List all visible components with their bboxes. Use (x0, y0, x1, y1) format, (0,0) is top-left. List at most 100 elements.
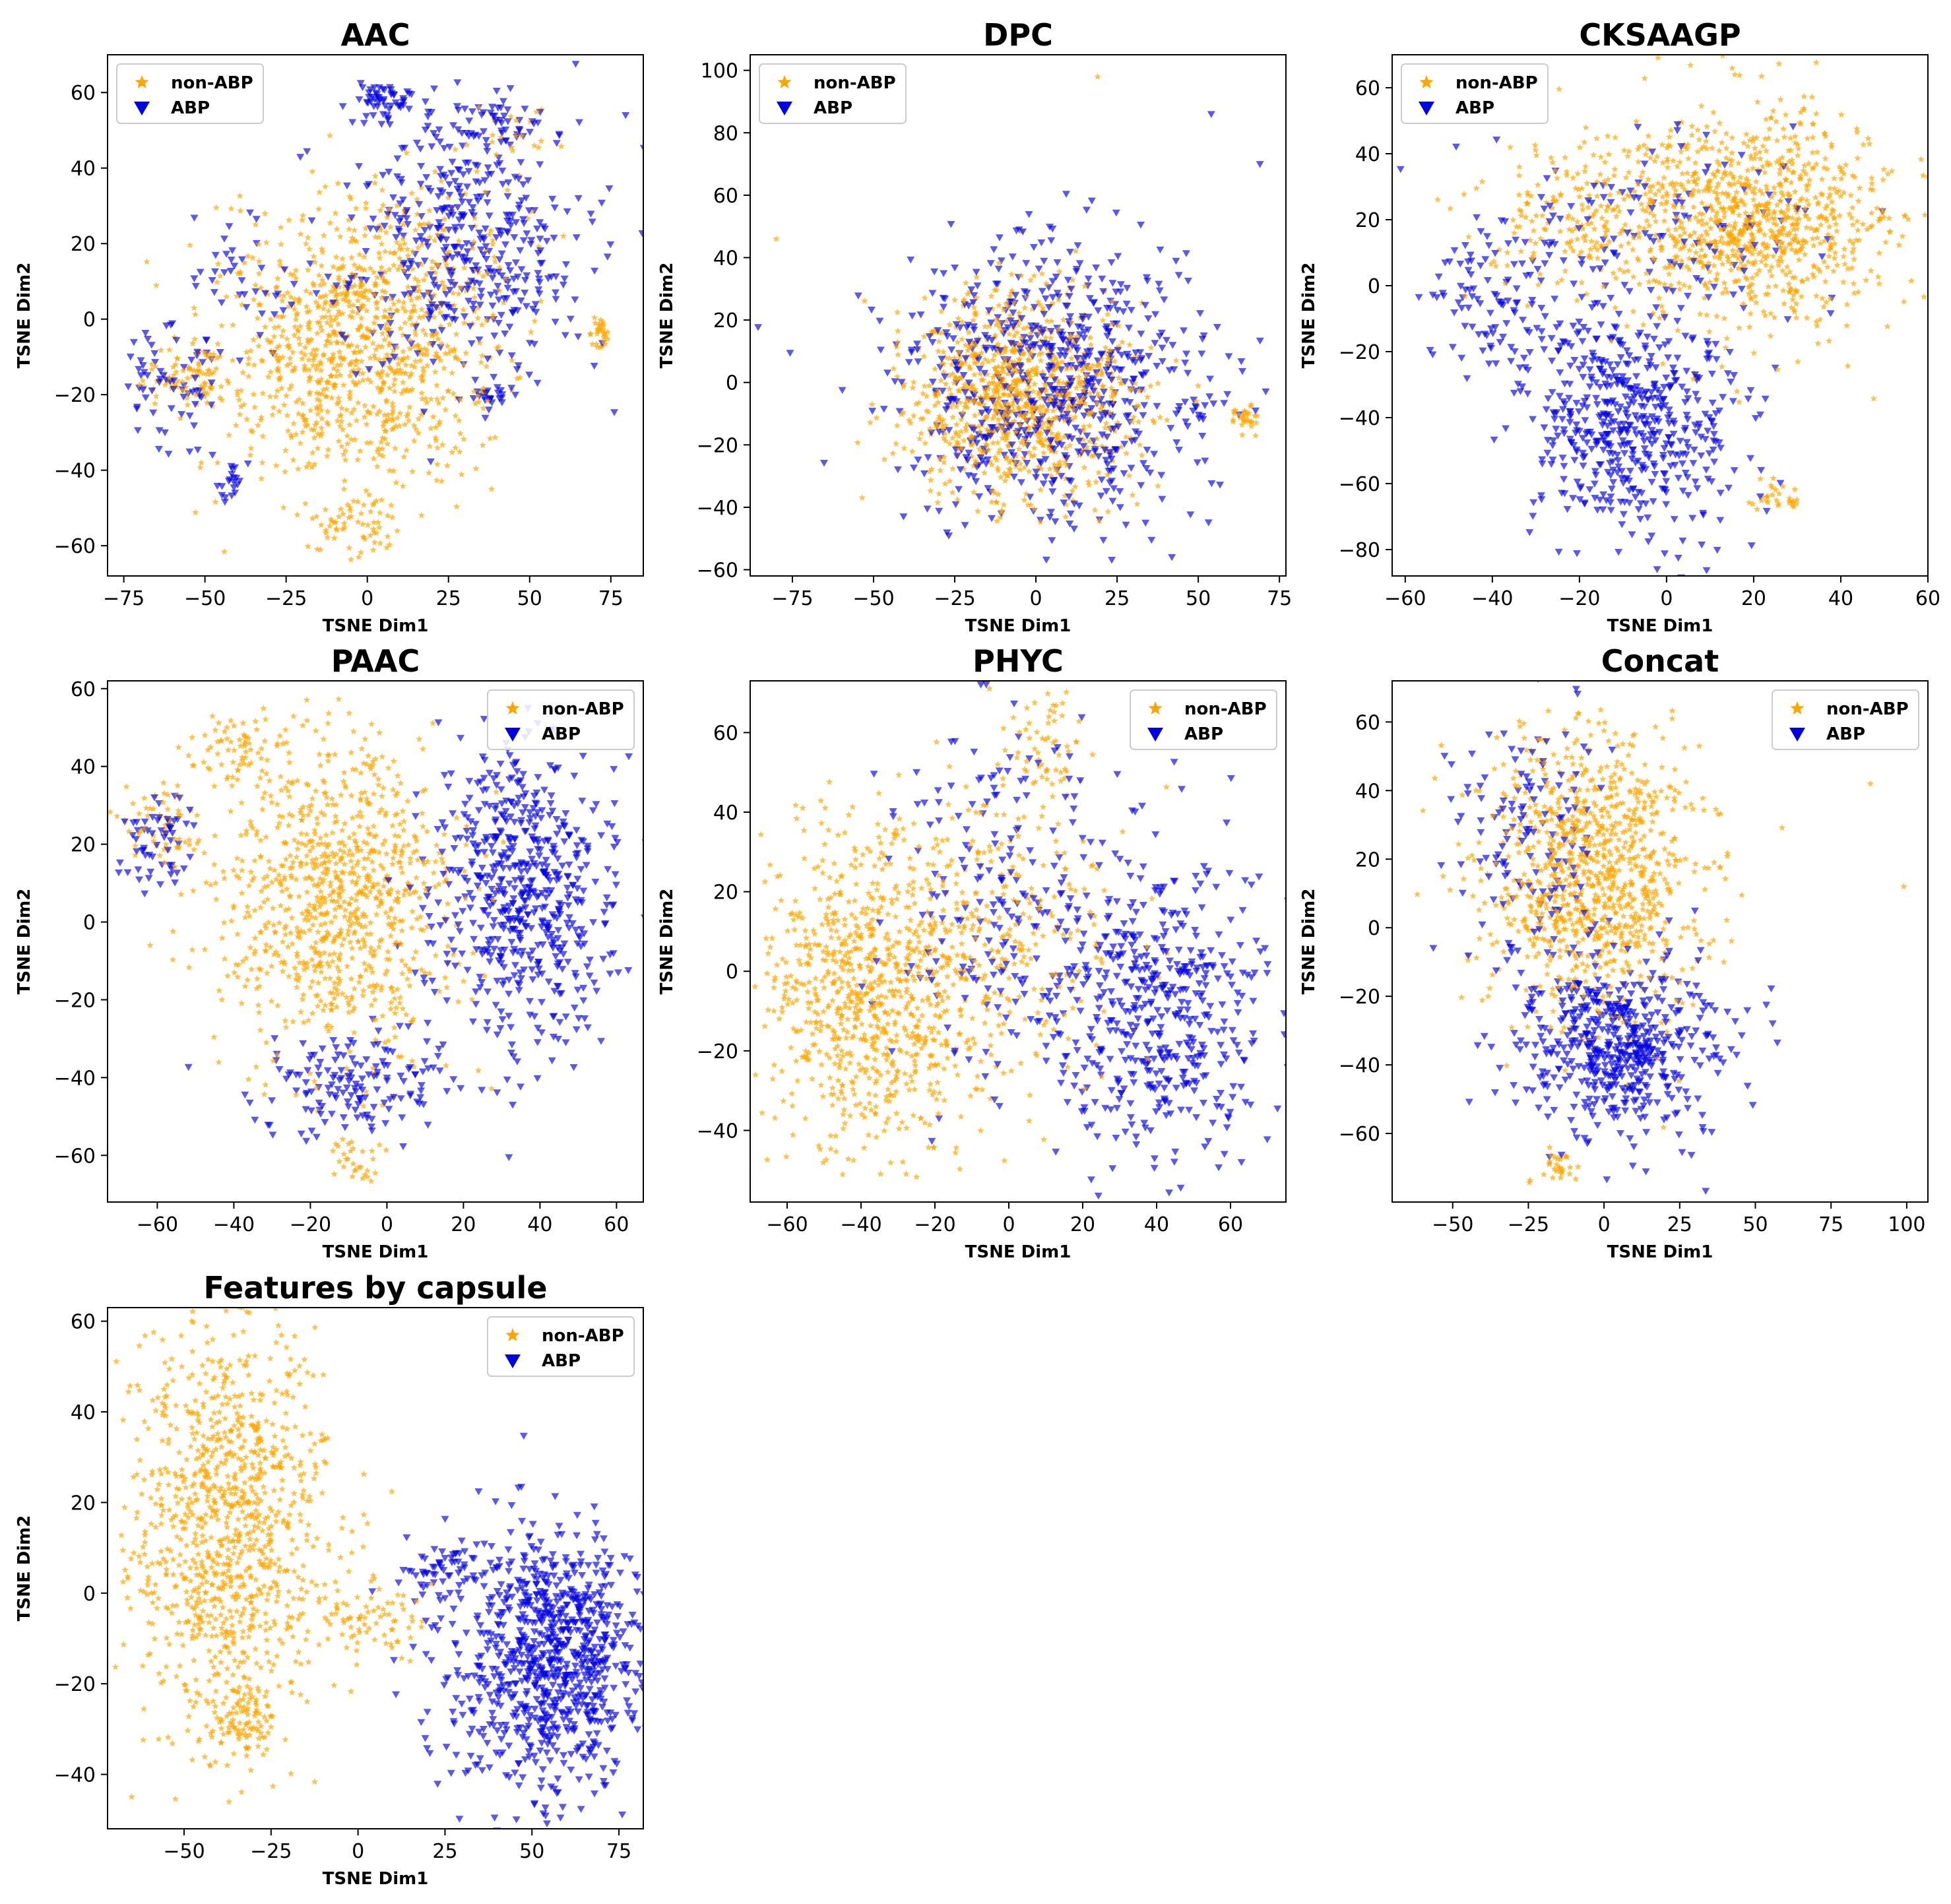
point-abp (501, 241, 509, 249)
point-non-abp (1516, 163, 1523, 170)
point-non-abp (1710, 262, 1718, 269)
point-non-abp (1880, 214, 1888, 221)
point-non-abp (302, 351, 309, 358)
point-non-abp (373, 298, 381, 305)
point-non-abp (1535, 281, 1542, 288)
point-abp (1181, 398, 1190, 406)
point-non-abp (1624, 239, 1632, 247)
point-abp (572, 234, 581, 241)
point-abp (1039, 373, 1047, 381)
point-abp (490, 112, 499, 120)
point-abp (978, 433, 987, 441)
point-non-abp (400, 266, 408, 273)
point-non-abp (346, 298, 353, 305)
point-non-abp (294, 511, 301, 518)
point-non-abp (324, 337, 331, 344)
point-abp (187, 356, 196, 364)
point-non-abp (939, 425, 946, 432)
point-abp (432, 304, 440, 311)
point-abp (525, 371, 534, 379)
point-abp (1110, 485, 1118, 492)
point-non-abp (1729, 64, 1736, 71)
point-non-abp (938, 360, 945, 367)
point-non-abp (1039, 270, 1046, 277)
point-abp (505, 323, 514, 331)
point-abp (1507, 344, 1516, 351)
point-abp (1155, 333, 1164, 340)
point-non-abp (1676, 158, 1684, 166)
point-non-abp (1816, 315, 1824, 323)
point-non-abp (1727, 203, 1735, 210)
point-non-abp (868, 400, 876, 408)
point-non-abp (441, 226, 449, 233)
point-non-abp (428, 395, 435, 402)
point-non-abp (1154, 379, 1162, 387)
point-abp (1525, 349, 1534, 356)
point-non-abp (1086, 422, 1093, 429)
point-abp (355, 163, 363, 170)
point-abp (362, 113, 371, 120)
point-abp (375, 84, 383, 92)
point-non-abp (1611, 166, 1618, 173)
point-abp (1665, 434, 1673, 441)
point-abp (1607, 382, 1615, 389)
point-non-abp (279, 354, 286, 360)
point-non-abp (1748, 154, 1755, 162)
point-abp (475, 336, 484, 344)
point-abp (988, 336, 996, 344)
point-non-abp (426, 206, 433, 214)
point-non-abp (334, 367, 341, 374)
point-non-abp (1048, 429, 1056, 437)
point-abp (457, 193, 466, 201)
point-non-abp (373, 497, 380, 504)
point-abp (1730, 467, 1739, 474)
point-non-abp (1762, 115, 1770, 123)
point-non-abp (1835, 187, 1843, 194)
point-abp (445, 286, 454, 294)
point-non-abp (1098, 371, 1105, 378)
point-abp (501, 331, 509, 338)
point-non-abp (303, 303, 310, 310)
point-non-abp (201, 388, 208, 395)
point-non-abp (1041, 380, 1048, 387)
point-non-abp (890, 365, 897, 372)
point-non-abp (327, 339, 335, 346)
point-non-abp (1677, 148, 1684, 155)
point-abp (447, 170, 456, 177)
point-non-abp (983, 370, 991, 377)
y-tick-label: 20 (71, 233, 96, 256)
point-non-abp (364, 375, 371, 383)
point-abp (1577, 483, 1585, 491)
point-abp (1141, 519, 1150, 527)
point-non-abp (330, 330, 337, 337)
point-non-abp (381, 307, 389, 314)
point-non-abp (413, 195, 421, 203)
point-abp (1660, 445, 1669, 452)
point-abp (347, 214, 356, 222)
point-abp (1160, 296, 1168, 303)
point-non-abp (971, 359, 978, 366)
point-non-abp (1098, 355, 1105, 362)
point-non-abp (385, 266, 393, 272)
point-abp (1079, 355, 1088, 362)
point-abp (1473, 296, 1482, 303)
point-non-abp (1047, 472, 1055, 479)
point-abp (499, 181, 507, 188)
point-non-abp (370, 519, 377, 526)
point-non-abp (1769, 484, 1776, 491)
point-abp (429, 276, 437, 284)
point-abp (1552, 324, 1561, 331)
point-non-abp (587, 330, 594, 337)
point-abp (474, 267, 482, 274)
point-non-abp (1822, 133, 1830, 140)
point-non-abp (917, 415, 924, 422)
point-non-abp (456, 448, 463, 455)
point-abp (457, 212, 466, 220)
point-abp (1116, 281, 1125, 288)
point-abp (1684, 492, 1692, 499)
point-non-abp (946, 321, 953, 328)
point-abp (133, 427, 142, 434)
point-non-abp (287, 293, 295, 300)
point-abp (1073, 355, 1081, 362)
point-non-abp (192, 509, 199, 516)
